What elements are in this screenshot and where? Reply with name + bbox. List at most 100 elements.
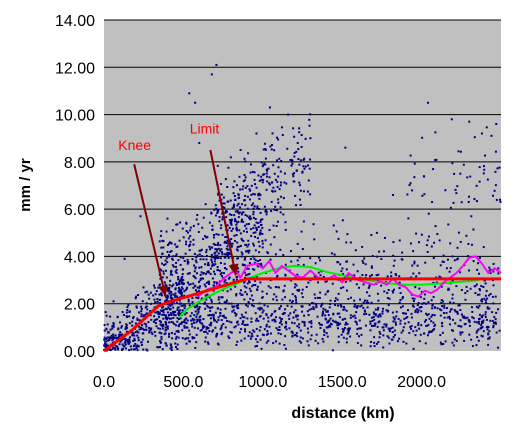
- data-point: [399, 319, 402, 322]
- data-point: [194, 267, 197, 270]
- data-point: [483, 297, 486, 300]
- data-point: [412, 305, 415, 308]
- data-point: [181, 268, 184, 271]
- data-point: [177, 283, 180, 286]
- data-point: [106, 323, 109, 326]
- data-point: [364, 263, 367, 266]
- data-point: [283, 172, 286, 175]
- data-point: [245, 227, 248, 230]
- data-point: [180, 292, 183, 295]
- data-point: [156, 298, 159, 301]
- data-point: [277, 332, 280, 335]
- data-point: [230, 302, 233, 305]
- data-point: [178, 302, 181, 305]
- data-point: [289, 250, 292, 253]
- data-point: [172, 316, 175, 319]
- data-point: [448, 315, 451, 318]
- data-point: [134, 331, 137, 334]
- data-point: [497, 346, 500, 349]
- data-point: [192, 243, 195, 246]
- data-point: [177, 259, 180, 262]
- data-point: [162, 272, 165, 275]
- data-point: [310, 325, 313, 328]
- data-point: [307, 179, 310, 182]
- data-point: [198, 316, 201, 319]
- data-point: [195, 321, 198, 324]
- data-point: [195, 218, 198, 221]
- data-point: [492, 270, 495, 273]
- data-point: [169, 294, 172, 297]
- data-point: [478, 288, 481, 291]
- data-point: [377, 306, 380, 309]
- data-point: [253, 224, 256, 227]
- data-point: [195, 291, 198, 294]
- data-point: [161, 306, 164, 309]
- data-point: [153, 330, 156, 333]
- data-point: [440, 343, 443, 346]
- data-point: [363, 310, 366, 313]
- data-point: [165, 257, 168, 260]
- data-point: [227, 200, 230, 203]
- data-point: [260, 161, 263, 164]
- data-point: [248, 216, 251, 219]
- data-point: [296, 325, 299, 328]
- data-point: [171, 273, 174, 276]
- data-point: [207, 264, 210, 267]
- data-point: [210, 254, 213, 257]
- data-point: [216, 244, 219, 247]
- data-point: [226, 255, 229, 258]
- data-point: [150, 302, 153, 305]
- data-point: [105, 327, 108, 330]
- data-point: [494, 321, 497, 324]
- data-point: [413, 260, 416, 263]
- data-point: [196, 305, 199, 308]
- data-point: [302, 190, 305, 193]
- data-point: [279, 211, 282, 214]
- data-point: [451, 341, 454, 344]
- data-point: [390, 338, 393, 341]
- data-point: [146, 308, 149, 311]
- data-point: [376, 279, 379, 282]
- data-point: [487, 333, 490, 336]
- data-point: [158, 315, 161, 318]
- data-point: [281, 126, 284, 129]
- data-point: [301, 310, 304, 313]
- data-point: [145, 328, 148, 331]
- data-point: [436, 307, 439, 310]
- data-point: [188, 333, 191, 336]
- data-point: [345, 341, 348, 344]
- data-point: [262, 173, 265, 176]
- data-point: [258, 315, 261, 318]
- data-point: [120, 326, 123, 329]
- data-point: [482, 319, 485, 322]
- data-point: [412, 300, 415, 303]
- data-point: [263, 205, 266, 208]
- data-point: [242, 180, 245, 183]
- data-point: [269, 243, 272, 246]
- data-point: [267, 332, 270, 335]
- data-point: [265, 168, 268, 171]
- data-point: [168, 321, 171, 324]
- data-point: [472, 260, 475, 263]
- data-point: [223, 280, 226, 283]
- data-point: [165, 322, 168, 325]
- data-point: [489, 319, 492, 322]
- data-point: [325, 310, 328, 313]
- data-point: [432, 321, 435, 324]
- data-point: [256, 285, 259, 288]
- data-point: [332, 224, 335, 227]
- data-point: [224, 236, 227, 239]
- data-point: [468, 324, 471, 327]
- data-point: [123, 257, 126, 260]
- data-point: [276, 328, 279, 331]
- data-point: [169, 343, 172, 346]
- data-point: [143, 328, 146, 331]
- data-point: [258, 251, 261, 254]
- data-point: [208, 314, 211, 317]
- data-point: [153, 320, 156, 323]
- data-point: [236, 209, 239, 212]
- data-point: [185, 287, 188, 290]
- data-point: [180, 304, 183, 307]
- data-point: [305, 285, 308, 288]
- data-point: [309, 158, 312, 161]
